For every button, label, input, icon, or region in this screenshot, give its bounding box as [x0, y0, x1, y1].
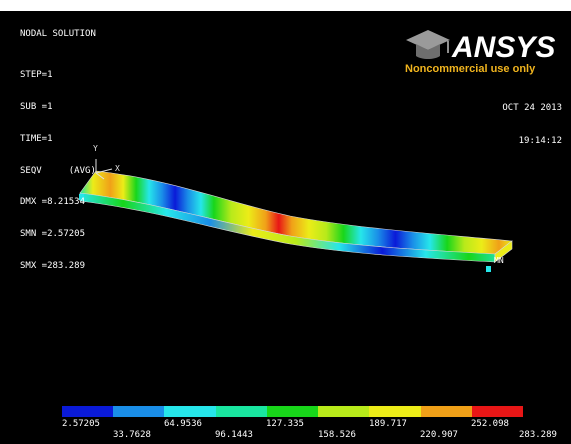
legend-label-lower: 33.7628: [113, 430, 151, 440]
legend-label-lower: 283.289: [519, 430, 557, 440]
legend-label-upper: 189.717: [369, 419, 407, 429]
contour-legend-bar: [62, 406, 523, 417]
legend-label-upper: 64.9536: [164, 419, 202, 429]
coordinate-triad: [95, 159, 113, 180]
legend-swatch-6: [318, 406, 370, 417]
info-smx: SMX =283.289: [20, 260, 86, 271]
triad-y-label: Y: [93, 144, 98, 153]
legend-swatch-5: [266, 406, 319, 417]
graduation-cap-icon: [406, 30, 450, 59]
legend-swatch-4: [215, 406, 267, 417]
result-info: STEP=1 SUB =1 TIME=1 SEQV (AVG) DMX =8.2…: [20, 49, 96, 293]
ansys-logo: ANSYS Noncommercial use only: [405, 30, 555, 75]
legend-label-lower: 96.1443: [215, 430, 253, 440]
info-step: STEP=1: [20, 70, 53, 81]
ansys-brand-text: ANSYS: [451, 31, 555, 64]
min-marker-label: MN: [494, 256, 504, 265]
info-dmx: DMX =8.21534: [20, 197, 86, 208]
legend-label-upper: 2.57205: [62, 419, 100, 429]
legend-label-upper: 252.098: [471, 419, 509, 429]
legend-label-upper: 127.335: [266, 419, 304, 429]
info-smn: SMN =2.57205: [20, 229, 86, 240]
legend-label-lower: 158.526: [318, 430, 356, 440]
node-marker-right: [486, 266, 491, 272]
triad-x-label: X: [115, 164, 120, 173]
info-result-type: SEQV (AVG): [20, 165, 96, 176]
legend-label-lower: 220.907: [420, 430, 458, 440]
timestamp: OCT 24 2013 19:14:12: [502, 81, 562, 169]
plot-title: NODAL SOLUTION: [20, 29, 96, 39]
legend-swatch-9: [471, 406, 523, 417]
beam-end-face: [494, 240, 513, 263]
graphics-viewport[interactable]: 1 NODAL SOLUTION STEP=1 SUB =1 TIME=1 SE…: [0, 11, 571, 444]
legend-swatch-1: [62, 406, 114, 417]
legend-swatch-2: [113, 406, 165, 417]
legend-swatch-8: [420, 406, 472, 417]
beam-model[interactable]: [0, 11, 571, 444]
timestamp-time: 19:14:12: [518, 136, 562, 146]
legend-swatch-3: [164, 406, 216, 417]
ansys-tagline: Noncommercial use only: [405, 63, 536, 75]
node-marker-left: [79, 194, 84, 200]
info-time: TIME=1: [20, 133, 53, 144]
timestamp-date: OCT 24 2013: [502, 103, 562, 113]
info-substep: SUB =1: [20, 101, 53, 112]
legend-swatch-7: [369, 406, 421, 417]
